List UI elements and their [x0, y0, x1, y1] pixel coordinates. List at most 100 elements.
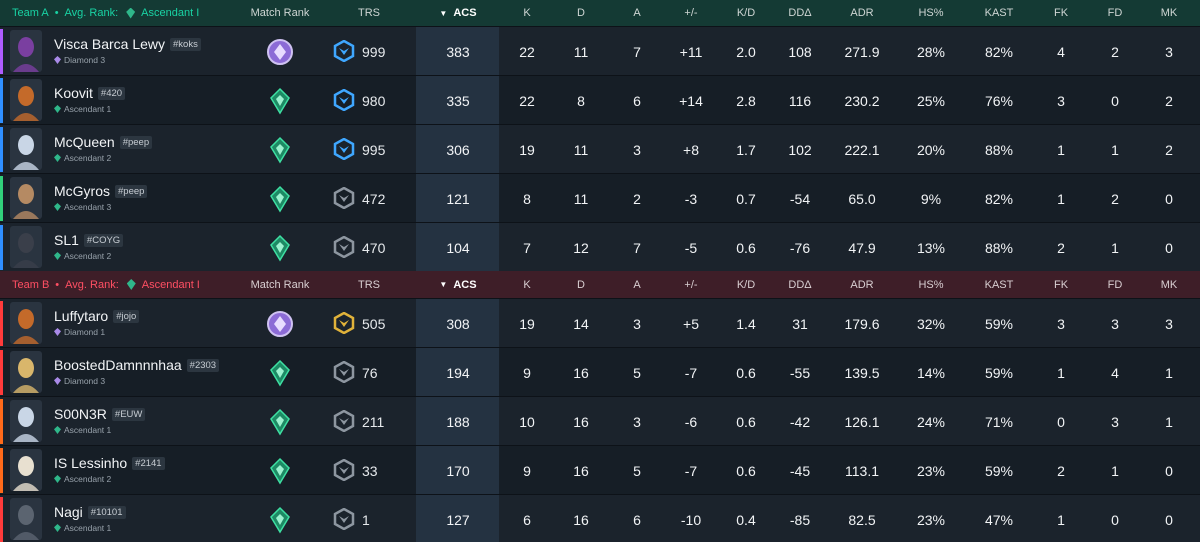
stat-acs: 170: [446, 462, 470, 479]
column-header-kast[interactable]: KAST: [968, 0, 1030, 26]
column-header-match_rank[interactable]: Match Rank: [238, 0, 322, 26]
player-name-line[interactable]: Luffytaro #jojo: [54, 308, 140, 324]
team-color-bar: [0, 350, 3, 395]
ascendant-rank-icon: [266, 136, 294, 164]
player-name-line[interactable]: SL1 #COYG: [54, 232, 124, 248]
agent-portrait: [10, 302, 42, 344]
stat-kast: 59%: [984, 315, 1014, 332]
column-header-fd[interactable]: FD: [1094, 0, 1136, 26]
column-header-hs[interactable]: HS%: [904, 0, 958, 26]
stat-kast: 76%: [984, 92, 1014, 109]
column-header-trs[interactable]: TRS: [340, 271, 398, 298]
column-header-kast[interactable]: KAST: [968, 271, 1030, 298]
stat-k: 6: [523, 511, 531, 528]
stat-kd: 2.0: [736, 43, 756, 60]
column-header-acs[interactable]: ▼ ACS: [420, 271, 496, 298]
player-name-line[interactable]: McQueen #peep: [54, 134, 153, 150]
column-header-a[interactable]: A: [616, 271, 658, 298]
column-header-d[interactable]: D: [560, 271, 602, 298]
trs-blue-icon: [333, 39, 355, 63]
rank-mini-icon: [54, 377, 61, 385]
column-header-fk[interactable]: FK: [1040, 0, 1082, 26]
stat-pm: -7: [684, 462, 698, 479]
player-name-line[interactable]: McGyros #peep: [54, 183, 148, 199]
player-name[interactable]: SL1: [54, 232, 79, 248]
player-name[interactable]: S00N3R: [54, 406, 107, 422]
player-row[interactable]: McQueen #peep Ascendant 2 995 306 19 11 3 +8 1.7 1…: [0, 124, 1200, 174]
player-name[interactable]: McQueen: [54, 134, 115, 150]
column-header-dd[interactable]: DDΔ: [774, 271, 826, 298]
player-name-line[interactable]: IS Lessinho #2141: [54, 455, 165, 471]
player-row[interactable]: Luffytaro #jojo Diamond 1 505 308 19 14 3 +5 1.4 3…: [0, 298, 1200, 348]
stat-a: 7: [633, 43, 641, 60]
stat-pm: -6: [684, 413, 698, 430]
player-name-line[interactable]: Visca Barca Lewy #koks: [54, 36, 201, 52]
player-row[interactable]: Nagi #10101 Ascendant 1 1 127 6 16 6 -10 0.4 -85 82…: [0, 494, 1200, 542]
player-name[interactable]: McGyros: [54, 183, 110, 199]
column-header-kd[interactable]: K/D: [720, 271, 772, 298]
stat-kd: 0.7: [736, 190, 756, 207]
column-header-k[interactable]: K: [506, 0, 548, 26]
player-name[interactable]: Nagi: [54, 504, 83, 520]
player-rank-text: Ascendant 1: [64, 425, 112, 435]
stat-fd: 0: [1111, 92, 1119, 109]
column-header-pm[interactable]: +/-: [666, 0, 716, 26]
player-rank: Ascendant 2: [54, 153, 111, 163]
player-row[interactable]: Visca Barca Lewy #koks Diamond 3 999 383 22 11…: [0, 26, 1200, 76]
player-row[interactable]: Koovit #420 Ascendant 1 980 335 22 8 6 +14 2.8 116…: [0, 75, 1200, 125]
stat-dd: -42: [789, 413, 811, 430]
stat-kd: 0.6: [736, 462, 756, 479]
column-header-pm[interactable]: +/-: [666, 271, 716, 298]
player-name[interactable]: IS Lessinho: [54, 455, 128, 471]
stat-hs: 28%: [916, 43, 946, 60]
player-name-line[interactable]: Koovit #420: [54, 85, 126, 101]
team-label: Team A • Avg. Rank: Ascendant I: [12, 7, 199, 19]
player-rank-text: Diamond 1: [64, 327, 106, 337]
column-header-k[interactable]: K: [506, 271, 548, 298]
player-row[interactable]: McGyros #peep Ascendant 3 472 121 8 11 2 -3 0.7 -5…: [0, 173, 1200, 223]
player-tag: #jojo: [113, 309, 140, 323]
column-header-a[interactable]: A: [616, 0, 658, 26]
stat-k: 8: [523, 190, 531, 207]
column-header-fd[interactable]: FD: [1094, 271, 1136, 298]
column-header-kd[interactable]: K/D: [720, 0, 772, 26]
stat-dd: -45: [789, 462, 811, 479]
stat-kd: 2.8: [736, 92, 756, 109]
player-row[interactable]: S00N3R #EUW Ascendant 1 211 188 10 16 3 -6 0.6 -42…: [0, 396, 1200, 446]
column-header-mk[interactable]: MK: [1148, 0, 1190, 26]
player-name[interactable]: BoostedDamnnnhaa: [54, 357, 182, 373]
stat-hs: 13%: [916, 239, 946, 256]
player-row[interactable]: BoostedDamnnnhaa #2303 Diamond 3 76 194 9 16 5 -…: [0, 347, 1200, 397]
column-header-acs[interactable]: ▼ ACS: [420, 0, 496, 26]
column-header-hs[interactable]: HS%: [904, 271, 958, 298]
player-name[interactable]: Koovit: [54, 85, 93, 101]
column-header-trs[interactable]: TRS: [340, 0, 398, 26]
column-header-mk[interactable]: MK: [1148, 271, 1190, 298]
acs-highlight-column: [416, 125, 499, 174]
player-row[interactable]: SL1 #COYG Ascendant 2 470 104 7 12 7 -5 0.6 -76 47.…: [0, 222, 1200, 272]
player-name-line[interactable]: Nagi #10101: [54, 504, 126, 520]
column-header-match_rank[interactable]: Match Rank: [238, 271, 322, 298]
player-name[interactable]: Luffytaro: [54, 308, 109, 324]
column-header-fk[interactable]: FK: [1040, 271, 1082, 298]
column-header-adr[interactable]: ADR: [830, 271, 894, 298]
player-name[interactable]: Visca Barca Lewy: [54, 36, 166, 52]
player-rank: Ascendant 3: [54, 202, 111, 212]
column-header-dd[interactable]: DDΔ: [774, 0, 826, 26]
column-label: ADR: [850, 7, 874, 19]
column-header-d[interactable]: D: [560, 0, 602, 26]
player-rank-text: Ascendant 2: [64, 153, 112, 163]
column-label: FK: [1053, 278, 1069, 291]
stat-mk: 1: [1165, 413, 1173, 430]
player-name-line[interactable]: BoostedDamnnnhaa #2303: [54, 357, 220, 373]
player-row[interactable]: IS Lessinho #2141 Ascendant 2 33 170 9 16 5 -7 0.…: [0, 445, 1200, 495]
stat-adr: 126.1: [844, 413, 880, 430]
stat-mk: 0: [1165, 511, 1173, 528]
stat-kast: 82%: [984, 190, 1014, 207]
player-name-line[interactable]: S00N3R #EUW: [54, 406, 146, 422]
stat-kast: 88%: [984, 239, 1014, 256]
stat-fk: 4: [1057, 43, 1065, 60]
stat-fd: 2: [1111, 190, 1119, 207]
column-header-adr[interactable]: ADR: [830, 0, 894, 26]
